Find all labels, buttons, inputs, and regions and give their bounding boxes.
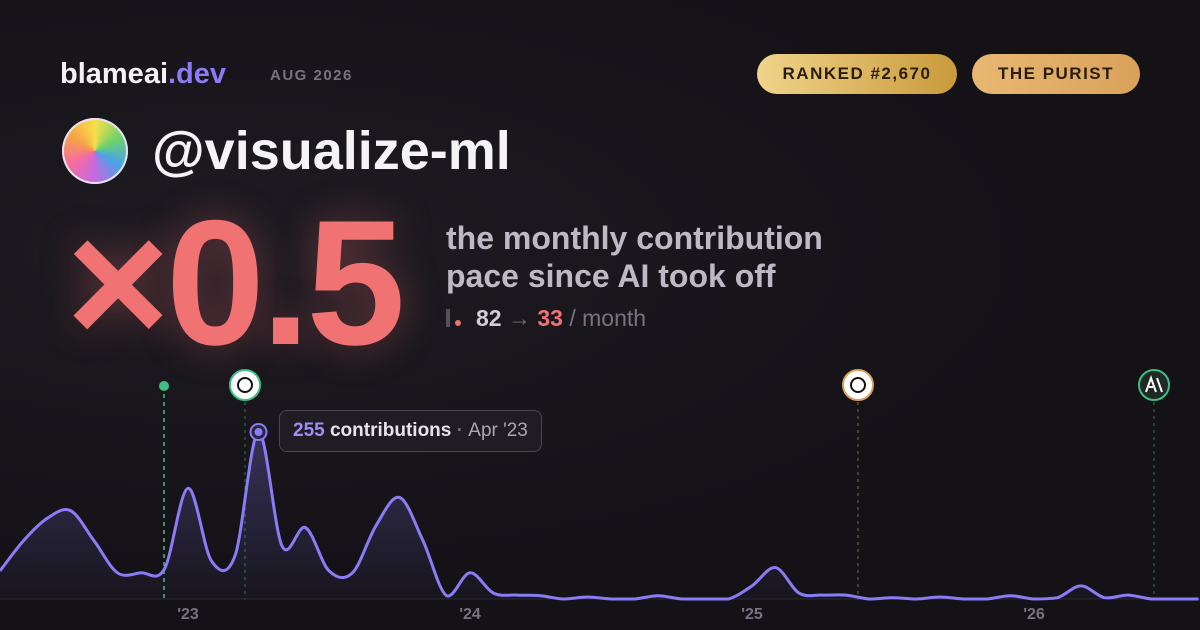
tooltip: 255 contributions · Apr '23 [279,410,542,452]
dot-icon [455,320,461,326]
tooltip-value: 255 [293,420,325,441]
events [159,369,1170,600]
brand-name: blameai [60,58,168,90]
x-tick-label: '23 [177,606,199,623]
arrow: → [507,305,531,331]
handle: @visualize-ml [152,121,511,181]
tooltip-separator: · [456,420,463,441]
after-value: 33 [537,305,563,331]
date: AUG 2026 [270,67,353,84]
bar-icon [446,309,450,327]
x-tick-label: '24 [459,606,481,623]
event-glyph [237,377,253,393]
multiplier: ×0.5 [66,183,405,382]
description-2: pace since AI took off [446,258,776,294]
tooltip-date: Apr '23 [468,420,528,441]
chart: '23 '24 '25 '26 [0,369,1200,623]
x-tick-label: '26 [1023,606,1045,623]
description-1: the monthly contribution [446,220,823,256]
highlight-dot [254,428,263,436]
avatar [62,118,128,184]
before-value: 82 [476,305,502,331]
event-icon [842,369,874,401]
tooltip-label: contributions [329,420,452,441]
pace-line: 82 → 33 / month [476,305,646,332]
rank-badge: RANKED #2,670 [757,54,957,94]
event-icon [229,369,261,401]
persona-badge: THE PURIST [972,54,1140,94]
brand-tld: .dev [168,58,227,90]
brand: blameai.dev [60,58,226,91]
event-glyph [850,377,866,393]
event-glyph [1145,375,1163,393]
x-tick-label: '25 [741,606,763,623]
area [0,431,1199,599]
unit: / month [569,305,647,331]
line [0,430,1199,601]
event-dot [159,381,169,391]
